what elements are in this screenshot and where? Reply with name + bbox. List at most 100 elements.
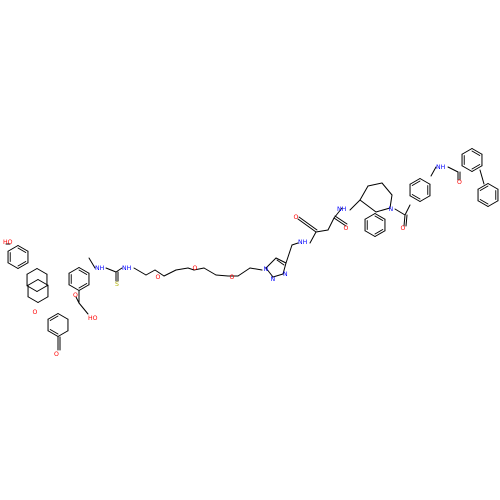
bond-line: [57, 313, 69, 320]
bond-line: [203, 267, 217, 276]
bond-line: [49, 315, 59, 321]
bond-line: [394, 208, 406, 216]
atom-label-thiourea-nh2: NH: [122, 265, 132, 272]
bond-line: [68, 267, 80, 274]
atom-label-triazole-n2: N: [271, 276, 276, 283]
atom-label-ho-xanthene: HO: [3, 239, 13, 246]
bond-line: [105, 267, 117, 273]
atom-label-cooh-o: O: [73, 292, 78, 299]
bond-line: [26, 268, 38, 275]
bond-line: [297, 218, 317, 233]
bond-line: [477, 200, 489, 207]
bond-line: [17, 261, 27, 267]
bond-line: [471, 150, 481, 156]
bond-line: [479, 185, 489, 191]
bond-line: [411, 194, 421, 200]
bond-line: [471, 165, 483, 172]
atom-label-o-keto: O: [54, 351, 59, 358]
bond-line: [477, 183, 489, 190]
bond-line: [381, 182, 393, 196]
bond-line: [275, 257, 287, 264]
bond-line: [471, 164, 481, 170]
atom-label-triazole-n1: N: [264, 266, 269, 273]
bond-line: [47, 313, 59, 320]
bond-line: [265, 257, 277, 269]
bond-line: [7, 262, 19, 269]
bond-line: [409, 195, 421, 202]
atom-label-amide-nh2: NH: [337, 206, 347, 213]
bond-line: [133, 267, 147, 276]
bond-line: [57, 330, 69, 337]
atom-label-thiourea-nh1: NH: [95, 265, 105, 272]
bond-line: [487, 200, 499, 207]
bond-line: [276, 259, 285, 266]
bond-line: [78, 284, 90, 291]
bond-line: [193, 267, 205, 271]
bond-line: [409, 178, 421, 185]
bond-line: [374, 229, 384, 235]
bond-line: [282, 262, 287, 275]
atom-label-o-ring: O: [33, 309, 38, 316]
atom-label-cooh-ho: HO: [88, 315, 98, 322]
bond-line: [154, 269, 165, 277]
bond-line: [78, 302, 89, 315]
bond-line: [411, 180, 421, 186]
bond-line: [272, 273, 284, 278]
bond-line: [419, 195, 431, 202]
bond-line: [26, 285, 38, 292]
atom-label-benzoyl-o: O: [401, 225, 406, 232]
atom-label-azepine-n: N: [389, 206, 394, 213]
bond-line: [298, 216, 318, 231]
bond-line: [447, 166, 459, 173]
bond-line: [36, 268, 48, 275]
atom-label-amide-o2: O: [344, 225, 349, 232]
bond-line: [364, 213, 376, 220]
atom-label-thiourea-s: S: [115, 281, 119, 288]
bond-line: [17, 262, 29, 269]
bond-line: [285, 244, 293, 264]
bond-line: [315, 229, 329, 233]
bond-line: [479, 169, 485, 185]
bond-line: [37, 279, 49, 286]
bond-line: [375, 207, 391, 213]
bond-line: [461, 165, 473, 172]
bond-line: [461, 148, 473, 155]
bond-line: [291, 242, 299, 246]
atom-label-peg-o2: O: [193, 265, 198, 272]
atom-label-amide-o1: O: [294, 214, 299, 221]
bond-line: [17, 247, 27, 253]
bond-line: [374, 215, 384, 221]
bond-line: [265, 267, 274, 278]
bond-line: [487, 183, 499, 190]
bond-line: [163, 269, 177, 277]
atom-labels: HO O O HO O NH NH S O O O N N N NH O O N…: [3, 164, 462, 358]
bond-line: [327, 217, 335, 231]
bond-line: [334, 215, 348, 225]
bond-line: [47, 330, 59, 337]
bond-line: [115, 267, 123, 273]
bond-line: [27, 279, 39, 286]
bond-line: [374, 230, 386, 237]
bond-line: [78, 283, 88, 289]
bond-line: [404, 204, 411, 216]
bond-line: [75, 296, 80, 304]
atom-label-triazole-n3: N: [283, 271, 288, 278]
bond-line: [17, 245, 29, 252]
bond-line: [88, 257, 96, 269]
bond-line: [367, 182, 383, 187]
bond-line: [145, 269, 156, 276]
bond-line: [249, 267, 263, 271]
bond-line: [479, 199, 489, 205]
bond-line: [419, 178, 431, 185]
bond-line: [364, 230, 376, 237]
atom-label-amide-o3: O: [457, 179, 462, 186]
bond-line: [359, 199, 377, 213]
bond-line: [68, 284, 80, 291]
bond-line: [175, 267, 189, 271]
atom-label-amide-nh3: NH: [436, 164, 446, 171]
bond-line: [49, 329, 59, 335]
bond-line: [389, 194, 393, 209]
bond-line: [405, 214, 408, 227]
bond-line: [374, 213, 386, 220]
